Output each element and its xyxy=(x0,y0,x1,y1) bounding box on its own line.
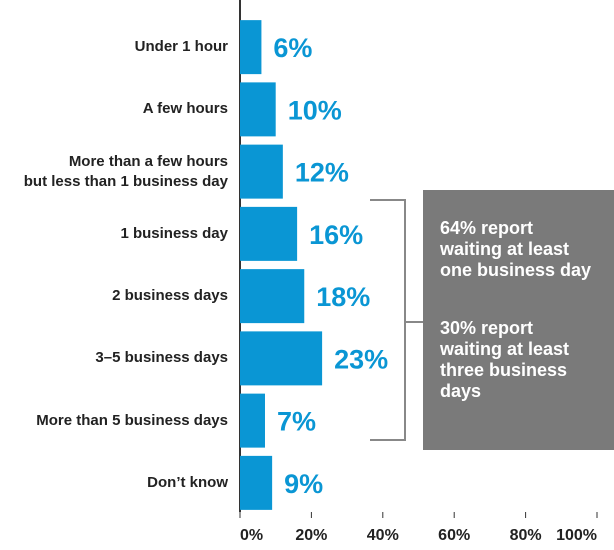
value-label: 10% xyxy=(288,95,342,125)
bar xyxy=(240,455,273,510)
category-label: A few hours xyxy=(142,100,228,118)
x-tick-label: 40% xyxy=(367,527,399,544)
bar xyxy=(240,82,276,137)
bar xyxy=(240,206,298,261)
bar xyxy=(240,144,283,199)
value-label: 23% xyxy=(334,344,388,374)
value-label: 16% xyxy=(309,220,363,250)
bar xyxy=(240,20,262,75)
value-label: 6% xyxy=(273,33,312,63)
category-label: More than a few hours but less than 1 bu… xyxy=(23,152,228,190)
bar xyxy=(240,393,265,448)
x-tick-label: 20% xyxy=(295,527,327,544)
value-label: 9% xyxy=(284,469,323,499)
category-label: 2 business days xyxy=(112,287,228,305)
annotation: 64% report waiting at least one business… xyxy=(440,218,592,280)
category-label: Don’t know xyxy=(147,473,228,491)
category-label: More than 5 business days xyxy=(36,411,228,429)
value-label: 12% xyxy=(295,158,349,188)
bar xyxy=(240,269,305,324)
x-tick-label: 100% xyxy=(556,527,597,544)
category-label: 1 business day xyxy=(120,224,228,242)
value-label: 7% xyxy=(277,407,316,437)
annotation-box xyxy=(423,190,614,450)
bracket xyxy=(370,199,423,441)
x-tick-label: 80% xyxy=(510,527,542,544)
x-tick-label: 0% xyxy=(240,527,263,544)
value-label: 18% xyxy=(316,282,370,312)
category-label: Under 1 hour xyxy=(134,38,228,56)
bar xyxy=(240,331,323,386)
annotation: 30% report waiting at least three busine… xyxy=(440,318,570,401)
x-tick-label: 60% xyxy=(438,527,470,544)
category-label: 3–5 business days xyxy=(95,349,228,367)
